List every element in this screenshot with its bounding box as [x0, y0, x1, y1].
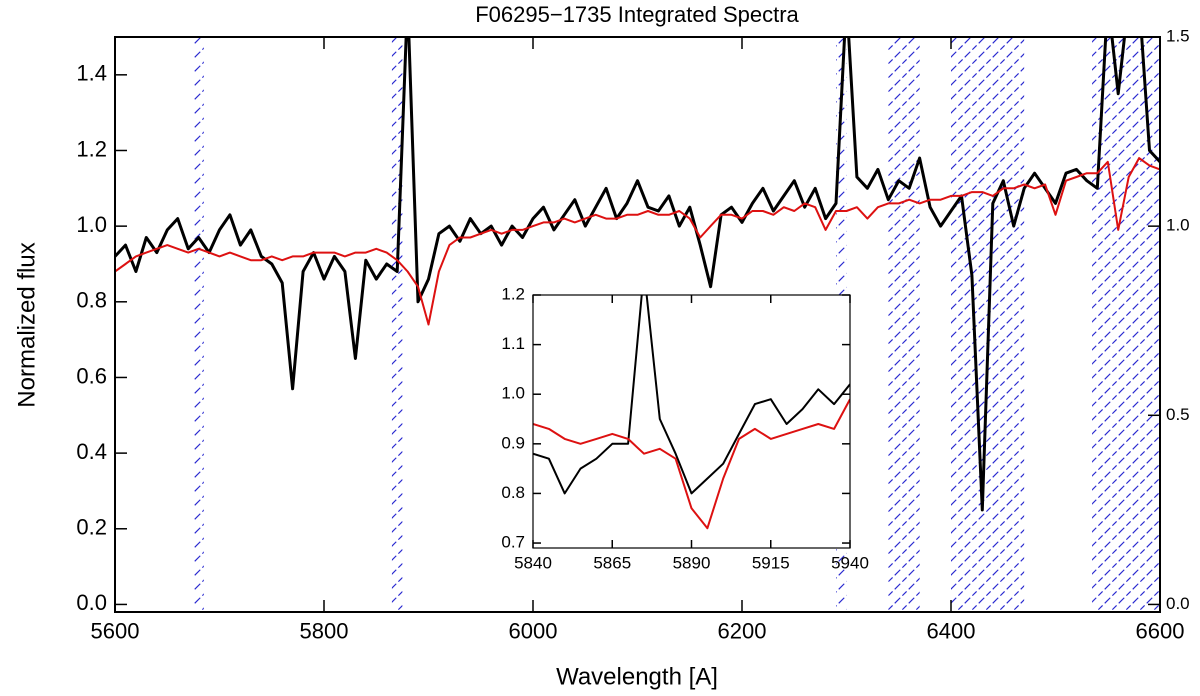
x-tick-label: 5915: [752, 554, 790, 573]
y2-tick-label: 0.0: [1166, 594, 1190, 613]
y-tick-label: 1.0: [501, 384, 525, 403]
x-tick-label: 5800: [300, 619, 349, 644]
y-tick-label: 1.0: [76, 212, 107, 237]
y2-tick-label: 1.5: [1166, 26, 1190, 45]
y-tick-label: 0.6: [76, 363, 107, 388]
x-tick-label: 5890: [673, 554, 711, 573]
y-tick-label: 1.2: [76, 136, 107, 161]
series-line: [115, 157, 1160, 326]
y-tick-label: 0.2: [76, 515, 107, 540]
x-tick-label: 6000: [509, 619, 558, 644]
x-tick-label: 5840: [514, 554, 552, 573]
plot-area: [115, 37, 1160, 512]
y-tick-label: 0.4: [76, 439, 107, 464]
y-tick-label: 0.9: [501, 433, 525, 452]
x-tick-label: 6200: [718, 619, 767, 644]
y-tick-label: 0.7: [501, 533, 525, 552]
series-line: [533, 295, 850, 495]
inset-background: [533, 295, 850, 548]
x-axis-label: Wavelength [A]: [556, 663, 718, 690]
y-tick-label: 0.8: [501, 483, 525, 502]
y-tick-label: 1.1: [501, 334, 525, 353]
y-tick-label: 1.2: [501, 284, 525, 303]
x-tick-label: 5865: [593, 554, 631, 573]
y-tick-label: 0.0: [76, 590, 107, 615]
series-line: [533, 398, 850, 530]
axis-frame: [114, 36, 1161, 613]
plot-area: [533, 295, 850, 530]
y2-tick-label: 0.5: [1166, 405, 1190, 424]
y2-tick-label: 1.0: [1166, 216, 1190, 235]
x-tick-label: 5600: [91, 619, 140, 644]
x-tick-label: 6400: [927, 619, 976, 644]
x-tick-label: 5940: [831, 554, 869, 573]
x-tick-label: 6600: [1136, 619, 1185, 644]
series-line: [115, 37, 1160, 512]
y-axis-label: Normalized flux: [13, 242, 40, 407]
y-tick-label: 0.8: [76, 288, 107, 313]
masked-region: [888, 37, 920, 612]
masked-region: [391, 37, 403, 612]
masked-region: [193, 37, 204, 612]
chart-title: F06295−1735 Integrated Spectra: [475, 2, 799, 27]
y-tick-label: 1.4: [76, 61, 107, 86]
